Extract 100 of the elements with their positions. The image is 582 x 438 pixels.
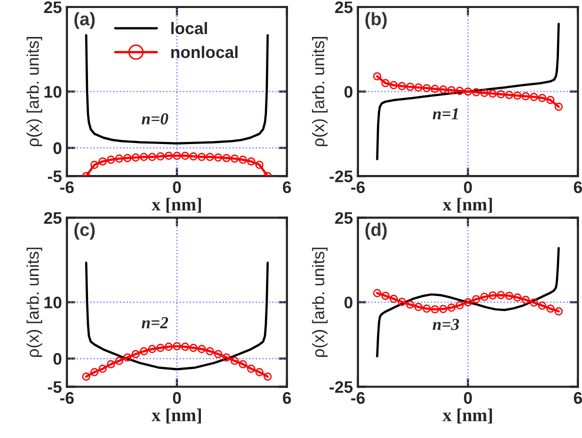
y-tick-label: 0 [53, 142, 62, 154]
point [98, 364, 107, 373]
point [538, 302, 546, 310]
point [496, 291, 506, 300]
point [488, 89, 497, 98]
x-tick-label: 0 [464, 181, 472, 194]
legend-label: nonlocal [171, 46, 238, 58]
point [488, 291, 497, 300]
point [373, 288, 382, 298]
x-tick-label: 0 [464, 392, 472, 404]
point [513, 293, 522, 302]
point [422, 304, 431, 313]
point [238, 360, 248, 368]
x-axis-title: x [nm] [152, 198, 201, 213]
point [530, 92, 538, 102]
y-tick-label: 0 [344, 296, 352, 308]
x-tick-label: -6 [60, 392, 74, 404]
x-tick-label: -6 [60, 181, 74, 194]
point [398, 82, 406, 90]
point [414, 83, 423, 92]
x-tick-label: -6 [351, 181, 365, 194]
y-axis-title: ρ(x) [arb. units] [312, 37, 328, 146]
y-tick-label: -5 [48, 381, 62, 393]
point [480, 88, 489, 97]
point [390, 294, 398, 303]
annotation: n=2 [142, 317, 168, 328]
x-tick-label: 6 [282, 392, 291, 404]
y-tick-label: 25 [44, 212, 62, 224]
point [430, 84, 440, 93]
point [90, 368, 99, 376]
point [480, 292, 489, 301]
y-axis-title: ρ(x) [arb. units] [312, 248, 328, 357]
point [198, 344, 206, 354]
line-series [85, 262, 269, 370]
point [472, 88, 480, 96]
x-tick-label: 0 [172, 181, 181, 194]
point [172, 342, 182, 350]
point [398, 298, 406, 306]
annotation: (d) [365, 222, 387, 240]
point [140, 347, 148, 356]
x-axis-title: x [nm] [442, 198, 492, 213]
point [439, 85, 448, 94]
x-axis-title: x [nm] [152, 408, 201, 424]
point [496, 90, 506, 98]
point [414, 302, 423, 312]
point [406, 300, 414, 309]
point [447, 86, 456, 94]
x-tick-label: 6 [282, 181, 291, 194]
point [264, 372, 272, 381]
point [505, 90, 514, 100]
annotation: n=3 [432, 318, 460, 330]
y-tick-label: 10 [44, 86, 62, 98]
y-tick-label: -5 [48, 170, 62, 182]
point [222, 353, 231, 362]
y-axis-title: ρ(x) [arb. units] [26, 248, 42, 357]
y-axis-title: ρ(x) [arb. units] [26, 37, 42, 146]
point [255, 368, 264, 376]
point [546, 96, 555, 104]
point [381, 78, 390, 88]
annotation: (b) [365, 12, 387, 29]
point [164, 342, 173, 351]
point [464, 87, 472, 96]
y-tick-label: 25 [44, 1, 62, 14]
line-series [376, 247, 560, 358]
point [439, 304, 448, 314]
line-series [85, 34, 269, 144]
point [422, 84, 431, 92]
point [505, 292, 514, 300]
point [554, 102, 563, 111]
y-tick-label: 25 [335, 212, 353, 224]
annotation: n=1 [432, 108, 458, 120]
y-tick-label: 25 [335, 1, 353, 14]
annotation: n=0 [142, 113, 168, 124]
point [189, 344, 198, 352]
point [464, 298, 472, 306]
x-axis-title: x [nm] [442, 408, 492, 424]
y-tick-label: 0 [53, 352, 62, 365]
point [447, 304, 456, 312]
x-tick-label: 0 [172, 392, 181, 404]
point [381, 292, 390, 300]
point [206, 347, 214, 356]
x-tick-label: -6 [351, 392, 365, 404]
point [406, 82, 414, 91]
y-tick-label: -25 [330, 381, 353, 393]
point [247, 364, 256, 373]
point [390, 81, 398, 90]
x-tick-label: 6 [574, 181, 582, 194]
point [123, 353, 132, 362]
y-tick-label: -25 [330, 170, 353, 182]
point [538, 94, 546, 102]
point [106, 360, 116, 368]
y-tick-label: 0 [344, 86, 352, 98]
point [181, 342, 190, 351]
point [82, 372, 90, 381]
point [214, 350, 222, 358]
point [132, 350, 140, 358]
point [115, 356, 124, 365]
point [373, 72, 382, 80]
point [522, 296, 530, 304]
y-tick-label: 10 [44, 296, 62, 308]
